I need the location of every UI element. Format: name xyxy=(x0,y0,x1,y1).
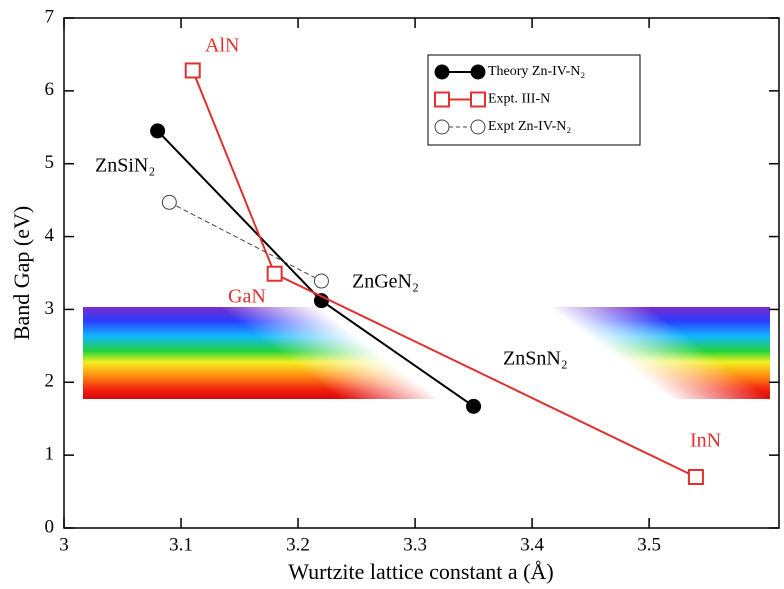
annotation: InN xyxy=(690,430,721,452)
marker xyxy=(687,469,704,485)
marker xyxy=(184,62,201,79)
marker xyxy=(313,273,329,289)
legend-marker xyxy=(470,119,486,135)
annotation: ZnGeN₂ xyxy=(352,271,419,293)
x-tick-label: 3.2 xyxy=(286,534,310,555)
marker xyxy=(466,398,482,414)
series-line xyxy=(169,201,322,282)
annotation: AlN xyxy=(205,35,239,57)
annotation: ZnSnN₂ xyxy=(503,348,568,370)
legend-marker xyxy=(434,91,450,108)
annotation: GaN xyxy=(228,286,266,308)
x-tick-label: 3.4 xyxy=(520,534,544,555)
y-tick-label: 7 xyxy=(45,6,55,27)
x-tick-label: 3 xyxy=(59,534,69,555)
y-tick-label: 0 xyxy=(45,516,55,537)
legend-label: Expt Zn-IV-N₂ xyxy=(488,119,571,134)
y-tick-label: 2 xyxy=(45,371,55,392)
x-tick-label: 3.3 xyxy=(403,534,427,555)
legend-label: Theory Zn-IV-N₂ xyxy=(488,64,585,79)
legend-marker xyxy=(470,64,486,80)
spectrum-band xyxy=(520,307,770,399)
legend-marker xyxy=(434,119,450,135)
legend-label: Expt. III-N xyxy=(488,92,550,107)
y-tick-label: 1 xyxy=(45,444,55,465)
x-tick-label: 3.5 xyxy=(637,534,661,555)
legend-marker xyxy=(434,64,450,80)
spectrum-band xyxy=(83,307,443,399)
legend-marker xyxy=(470,91,486,108)
y-tick-label: 5 xyxy=(45,152,55,173)
marker xyxy=(161,194,177,210)
marker xyxy=(266,265,283,282)
x-tick-label: 3.1 xyxy=(169,534,193,555)
marker xyxy=(150,123,166,139)
y-tick-label: 4 xyxy=(45,225,55,246)
x-axis-label: Wurtzite lattice constant a (Å) xyxy=(288,559,553,584)
annotation: ZnSiN₂ xyxy=(95,155,155,177)
y-tick-label: 6 xyxy=(45,79,55,100)
y-tick-label: 3 xyxy=(45,298,55,319)
y-axis-label: Band Gap (eV) xyxy=(9,206,34,340)
plot-frame xyxy=(63,17,780,529)
